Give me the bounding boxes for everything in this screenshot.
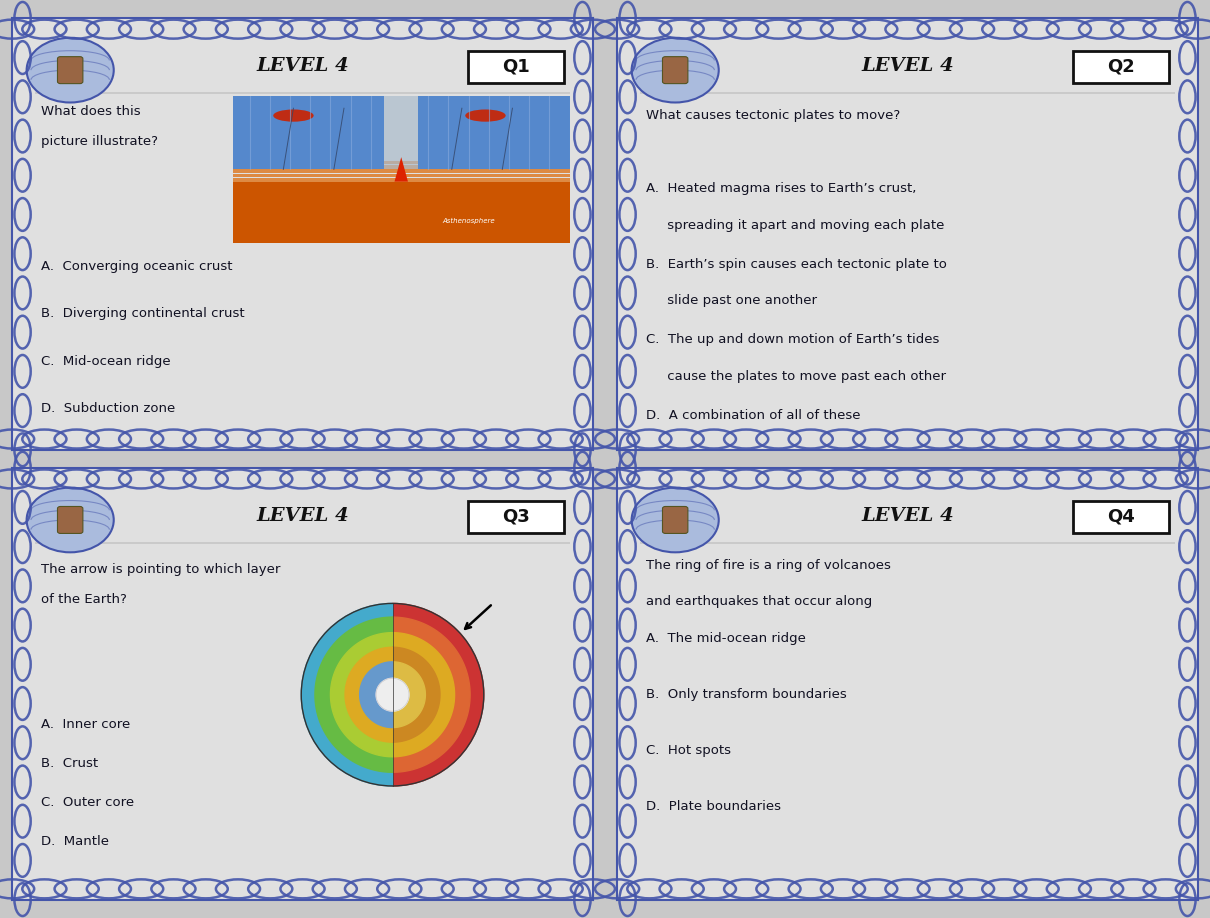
Text: LEVEL 4: LEVEL 4 xyxy=(257,57,348,75)
Text: What does this: What does this xyxy=(41,105,140,118)
Text: D.  Subduction zone: D. Subduction zone xyxy=(41,402,175,415)
FancyBboxPatch shape xyxy=(58,57,82,84)
FancyBboxPatch shape xyxy=(468,500,564,532)
Text: A.  The mid-ocean ridge: A. The mid-ocean ridge xyxy=(646,633,806,645)
FancyBboxPatch shape xyxy=(468,50,564,83)
Text: B.  Crust: B. Crust xyxy=(41,757,98,770)
Text: cause the plates to move past each other: cause the plates to move past each other xyxy=(646,370,946,383)
Text: A.  Converging oceanic crust: A. Converging oceanic crust xyxy=(41,260,232,273)
Text: D.  Mantle: D. Mantle xyxy=(41,835,109,848)
Text: and earthquakes that occur along: and earthquakes that occur along xyxy=(646,596,872,609)
Text: The arrow is pointing to which layer: The arrow is pointing to which layer xyxy=(41,563,281,577)
FancyBboxPatch shape xyxy=(35,92,570,94)
Text: Q2: Q2 xyxy=(1107,58,1135,75)
Text: A.  Heated magma rises to Earth’s crust,: A. Heated magma rises to Earth’s crust, xyxy=(646,183,916,196)
FancyBboxPatch shape xyxy=(35,542,570,543)
Text: The ring of fire is a ring of volcanoes: The ring of fire is a ring of volcanoes xyxy=(646,559,891,572)
FancyBboxPatch shape xyxy=(640,542,1175,543)
Text: C.  Mid-ocean ridge: C. Mid-ocean ridge xyxy=(41,355,171,368)
Text: slide past one another: slide past one another xyxy=(646,295,817,308)
Text: B.  Earth’s spin causes each tectonic plate to: B. Earth’s spin causes each tectonic pla… xyxy=(646,258,947,271)
Circle shape xyxy=(27,487,114,553)
Text: D.  A combination of all of these: D. A combination of all of these xyxy=(646,409,860,422)
Text: LEVEL 4: LEVEL 4 xyxy=(257,507,348,525)
Circle shape xyxy=(632,487,719,553)
Text: A.  Inner core: A. Inner core xyxy=(41,719,131,732)
Text: spreading it apart and moving each plate: spreading it apart and moving each plate xyxy=(646,219,945,232)
Text: C.  The up and down motion of Earth’s tides: C. The up and down motion of Earth’s tid… xyxy=(646,333,939,346)
FancyBboxPatch shape xyxy=(1073,500,1169,532)
FancyBboxPatch shape xyxy=(663,57,687,84)
FancyBboxPatch shape xyxy=(640,92,1175,94)
Text: What causes tectonic plates to move?: What causes tectonic plates to move? xyxy=(646,109,900,122)
Text: B.  Only transform boundaries: B. Only transform boundaries xyxy=(646,688,847,701)
FancyBboxPatch shape xyxy=(663,507,687,533)
Text: LEVEL 4: LEVEL 4 xyxy=(862,57,953,75)
Text: C.  Hot spots: C. Hot spots xyxy=(646,744,731,757)
Circle shape xyxy=(632,38,719,103)
Text: LEVEL 4: LEVEL 4 xyxy=(862,507,953,525)
Text: Q4: Q4 xyxy=(1107,508,1135,525)
Text: Q1: Q1 xyxy=(502,58,530,75)
Text: B.  Diverging continental crust: B. Diverging continental crust xyxy=(41,308,244,320)
Text: C.  Outer core: C. Outer core xyxy=(41,796,134,809)
Circle shape xyxy=(27,38,114,103)
Text: picture illustrate?: picture illustrate? xyxy=(41,135,159,148)
FancyBboxPatch shape xyxy=(58,507,82,533)
FancyBboxPatch shape xyxy=(1073,50,1169,83)
Text: of the Earth?: of the Earth? xyxy=(41,593,127,606)
Text: Q3: Q3 xyxy=(502,508,530,525)
Text: D.  Plate boundaries: D. Plate boundaries xyxy=(646,800,782,813)
